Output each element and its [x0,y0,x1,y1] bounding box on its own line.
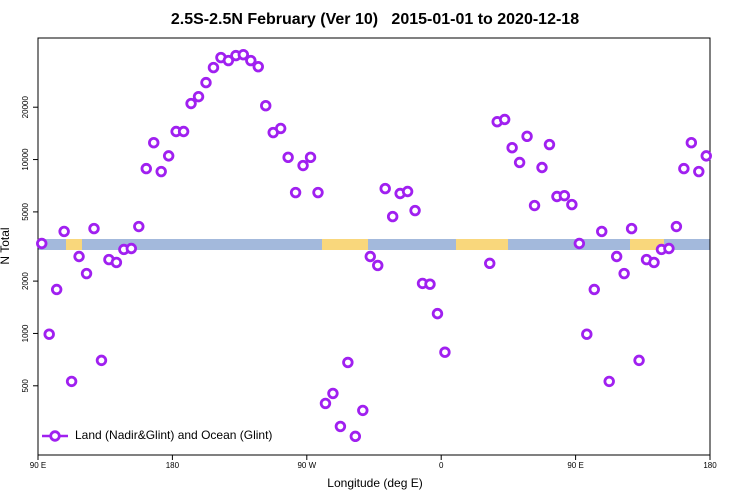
point [80,267,93,280]
y-tick-label: 1000 [21,324,30,342]
point [200,76,212,89]
x-tick-label: 180 [166,461,180,470]
point [192,90,205,103]
point [386,210,399,223]
point [357,404,369,417]
point [148,136,160,149]
x-tick-label: 90 E [567,461,583,470]
point [424,278,436,290]
point [521,130,533,143]
point [558,189,571,202]
surface-strip [38,239,710,250]
point [88,222,100,235]
point [618,267,630,280]
point [372,259,384,272]
point [177,125,190,138]
x-tick-label: 90 W [297,461,316,470]
point [140,162,152,175]
point [528,199,541,212]
point [484,257,496,270]
y-tick-label: 20000 [21,96,30,119]
point [379,182,391,195]
point [439,346,451,358]
y-tick-label: 10000 [21,148,30,171]
point [670,220,683,233]
point [349,430,362,443]
point [36,237,48,250]
point [312,186,324,199]
x-tick-label: 0 [439,461,444,470]
point [700,150,712,162]
point [125,242,138,255]
point [73,250,85,263]
point [513,156,526,169]
legend-marker [49,430,61,442]
point [596,225,608,238]
point [588,283,600,296]
point [603,375,615,388]
legend-label: Land (Nadir&Glint) and Ocean (Glint) [75,428,272,442]
point [678,162,690,175]
point [185,97,197,110]
point [663,242,675,255]
point [245,54,257,67]
point [43,328,55,340]
point [95,354,108,367]
point [155,165,167,178]
x-tick-label: 180 [703,461,717,470]
point [573,237,586,250]
point [536,161,548,174]
point [625,222,638,235]
point [409,204,421,217]
point [260,100,272,112]
point [207,61,220,74]
point [685,136,698,149]
chart-title: 2.5S-2.5N February (Ver 10) 2015-01-01 t… [171,11,579,28]
point [319,397,332,410]
point [334,420,347,433]
y-tick-label: 500 [21,379,30,393]
y-axis-label: N Total [0,227,12,264]
point [401,185,414,198]
point [610,250,623,263]
point [282,151,294,164]
point [327,387,339,400]
point [110,256,123,269]
point [252,60,264,73]
point [342,356,354,369]
point [162,150,175,162]
point [237,48,250,61]
point [693,165,705,178]
point [133,220,145,233]
point [581,328,593,340]
point [566,198,578,211]
point [633,354,645,367]
x-axis-label: Longitude (deg E) [327,476,422,490]
point [222,54,235,67]
point [50,283,63,296]
point [431,307,444,320]
point [297,159,309,172]
point [274,122,287,135]
point [304,151,317,164]
point [289,186,302,199]
y-tick-label: 5000 [21,202,30,220]
point [648,256,660,269]
point [498,113,511,126]
point [364,250,376,263]
point [506,141,518,154]
point [65,375,78,388]
point [58,225,70,238]
y-tick-label: 2000 [21,272,30,290]
point [543,138,556,151]
x-tick-label: 90 E [30,461,46,470]
